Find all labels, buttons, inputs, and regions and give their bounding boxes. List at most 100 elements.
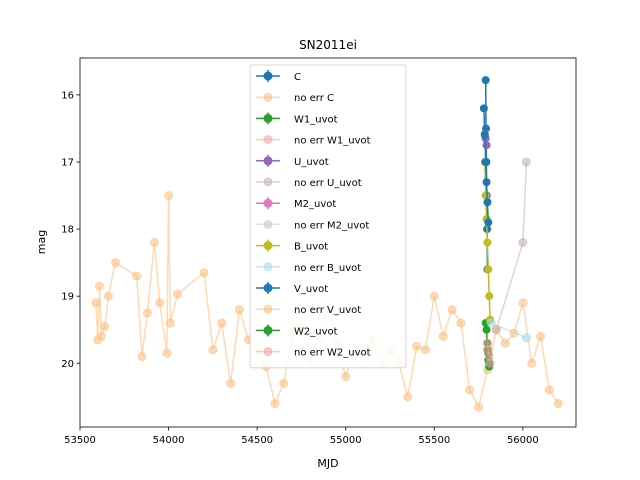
data-point [403, 392, 413, 402]
legend-item: U_uvot [256, 154, 329, 168]
data-point [481, 76, 490, 85]
data-point [162, 348, 172, 358]
series-no-err-u-uvot [491, 157, 531, 335]
y-tick-label: 18 [61, 225, 74, 236]
data-point [553, 399, 563, 409]
legend-item: no err M2_uvot [256, 219, 369, 231]
legend-item: W2_uvot [256, 324, 338, 337]
y-tick-label: 16 [61, 90, 74, 101]
legend-item: C [256, 70, 301, 83]
legend-item: no err U_uvot [256, 177, 362, 189]
data-point [96, 331, 106, 341]
legend-label: no err W1_uvot [294, 136, 371, 147]
data-point [482, 325, 491, 334]
data-point [172, 289, 182, 299]
data-point [164, 191, 174, 201]
x-tick-label: 54500 [241, 435, 273, 446]
data-point [142, 308, 152, 318]
legend-item: M2_uvot [256, 197, 336, 210]
legend-item: V_uvot [256, 282, 328, 295]
data-point [527, 358, 537, 368]
data-point [412, 341, 422, 351]
legend-label: no err B_uvot [294, 263, 361, 274]
x-tick-label: 55000 [330, 435, 362, 446]
legend-marker [263, 113, 273, 123]
data-point [518, 238, 528, 247]
data-point [208, 345, 218, 355]
data-point [482, 141, 491, 150]
data-point [100, 321, 110, 331]
data-point [456, 318, 466, 328]
x-axis: 53500 54000 54500 55000 55500 56000 [64, 427, 539, 446]
data-point [500, 338, 510, 348]
data-point [341, 372, 351, 382]
data-point [521, 333, 531, 343]
data-point [429, 291, 439, 301]
data-point [137, 352, 147, 362]
x-axis-label: MJD [317, 457, 338, 470]
legend-marker [263, 177, 273, 187]
legend-marker [263, 71, 273, 81]
data-point [480, 131, 489, 140]
data-point [132, 271, 142, 281]
legend-item: W1_uvot [256, 112, 338, 125]
data-point [481, 157, 490, 166]
y-axis-label: mag [35, 230, 48, 254]
legend-label: no err C [294, 93, 334, 104]
legend-marker [263, 262, 273, 272]
data-point [91, 298, 101, 308]
data-point [217, 318, 227, 328]
x-tick-label: 53500 [64, 435, 96, 446]
data-point [149, 238, 159, 247]
legend-marker [263, 198, 273, 208]
data-point [486, 318, 496, 328]
legend-item: no err V_uvot [256, 304, 361, 316]
series-no-err-w2-uvot [482, 338, 495, 368]
legend-label: no err W2_uvot [294, 348, 371, 359]
x-tick-label: 54000 [153, 435, 185, 446]
legend-label: C [294, 72, 301, 83]
x-tick-label: 56000 [507, 435, 539, 446]
data-point [485, 358, 495, 368]
legend-label: B_uvot [294, 242, 328, 253]
data-point [234, 305, 244, 315]
data-point [103, 291, 113, 301]
data-point [270, 399, 280, 409]
data-point [155, 298, 165, 308]
legend-label: no err U_uvot [294, 178, 362, 189]
legend-marker [263, 347, 273, 357]
y-axis: 16 17 18 19 20 [61, 90, 80, 370]
y-tick-label: 17 [61, 157, 74, 168]
y-tick-label: 20 [61, 359, 74, 370]
legend-item: no err B_uvot [256, 262, 361, 274]
legend-item: no err W1_uvot [256, 135, 371, 147]
series-no-err-b-uvot [486, 318, 531, 343]
series-line [490, 322, 527, 339]
legend-label: V_uvot [294, 284, 328, 295]
data-point [484, 218, 493, 227]
data-point [94, 281, 104, 291]
legend-marker [263, 156, 273, 166]
legend-box [249, 64, 407, 369]
legend-label: U_uvot [294, 157, 329, 168]
legend-item: B_uvot [256, 239, 328, 253]
legend-label: no err M2_uvot [294, 220, 369, 231]
legend-label: W1_uvot [294, 114, 338, 125]
data-point [226, 378, 236, 388]
data-point [438, 331, 448, 341]
legend-marker [263, 304, 273, 314]
data-point [474, 402, 484, 412]
data-point [482, 178, 491, 187]
data-point [484, 265, 493, 274]
data-point [479, 104, 488, 113]
data-point [165, 318, 175, 328]
data-point [199, 268, 209, 278]
data-point [420, 345, 430, 355]
series-v-uvot [479, 104, 493, 227]
chart-title: SN2011ei [299, 38, 357, 52]
data-point [483, 238, 492, 247]
data-point [465, 385, 475, 395]
legend-marker [263, 283, 273, 293]
data-point [279, 378, 289, 388]
